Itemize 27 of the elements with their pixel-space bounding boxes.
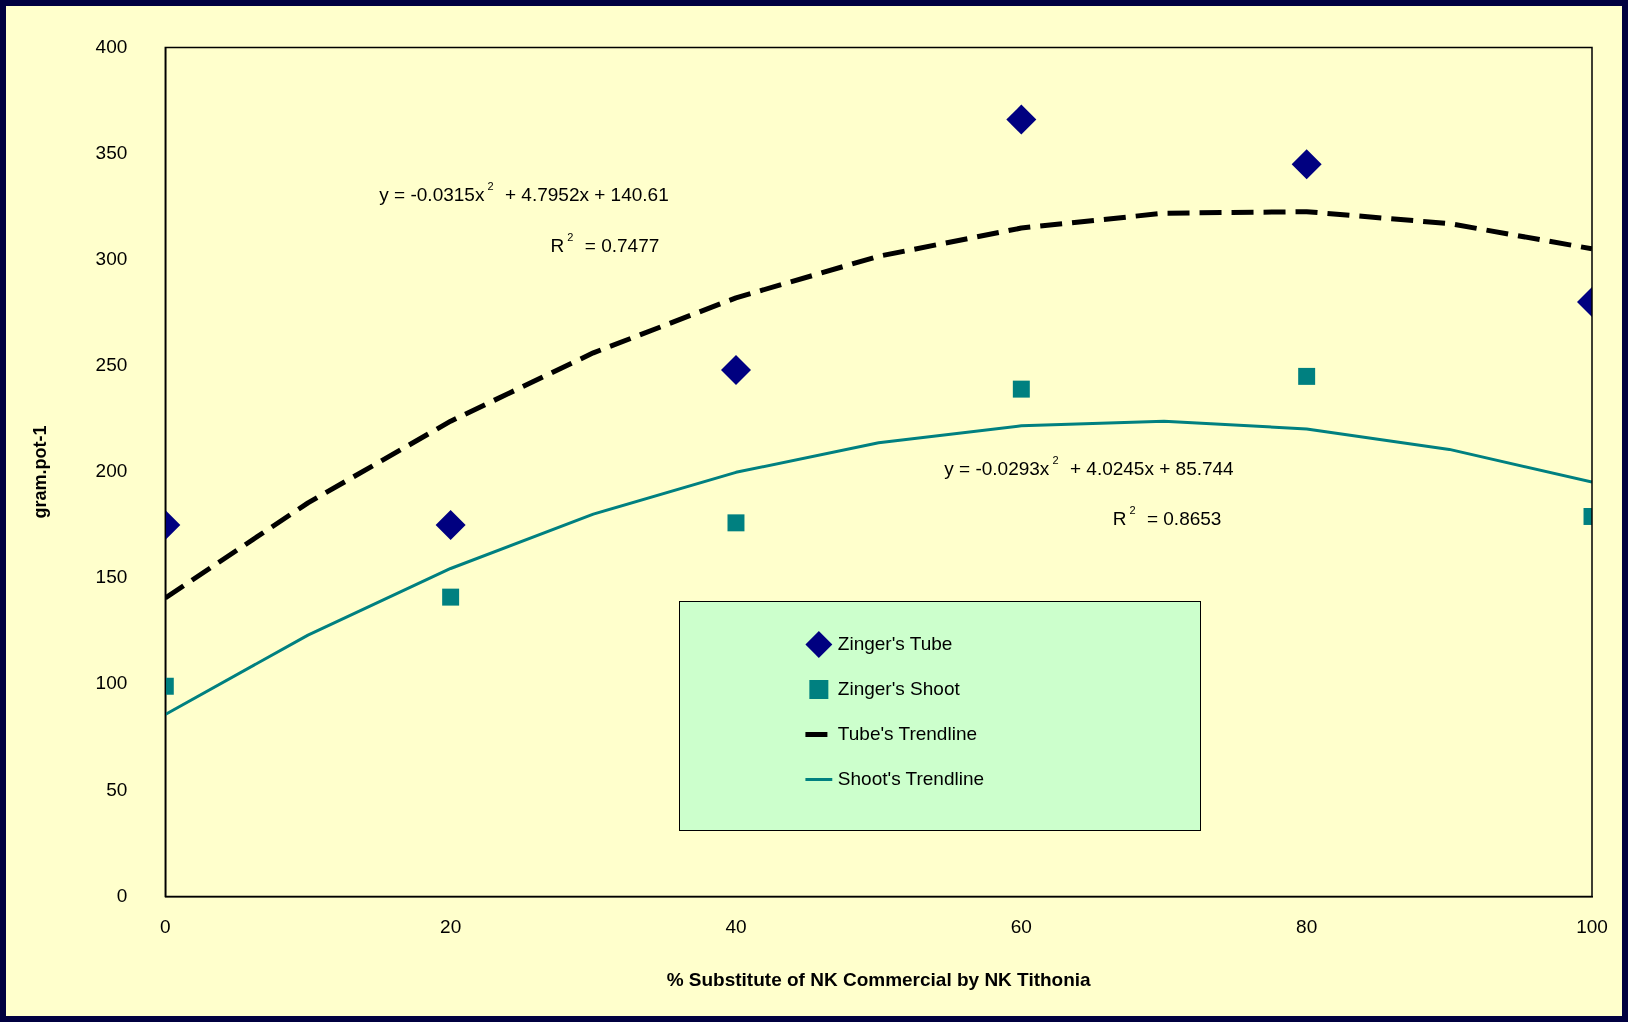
point: [1012, 380, 1030, 398]
point: [1006, 104, 1037, 135]
legend-label: Zinger's Tube: [837, 632, 953, 654]
x-axis-title: % Substitute of NK Commercial by NK Tithonia: [666, 968, 1092, 990]
point: [727, 514, 745, 532]
y-tick-label: 400: [95, 35, 128, 57]
point: [435, 509, 466, 540]
x-tick-label: 80: [1296, 916, 1318, 938]
x-tick-label: 100: [1576, 916, 1608, 938]
y-tick-label: 250: [95, 354, 128, 376]
y-tick-label: 100: [95, 672, 128, 694]
y-axis-title: gram.pot-1: [29, 425, 50, 519]
x-tick-label: 0: [160, 916, 171, 938]
legend-label: Zinger's Shoot: [837, 677, 961, 699]
y-tick-label: 300: [95, 247, 128, 269]
x-tick-label: 60: [1010, 916, 1032, 938]
point: [442, 588, 460, 606]
y-tick-label: 150: [95, 566, 128, 588]
y-tick-label: 350: [95, 141, 128, 163]
x-tick-label: 20: [440, 916, 462, 938]
point: [720, 355, 751, 386]
legend-label: Tube's Trendline: [837, 722, 978, 744]
y-tick-label: 0: [116, 884, 128, 906]
y-tick-label: 50: [106, 778, 128, 800]
legend-label: Shoot's Trendline: [837, 767, 985, 789]
x-tick-label: 40: [725, 916, 747, 938]
y-tick-label: 200: [95, 460, 128, 482]
